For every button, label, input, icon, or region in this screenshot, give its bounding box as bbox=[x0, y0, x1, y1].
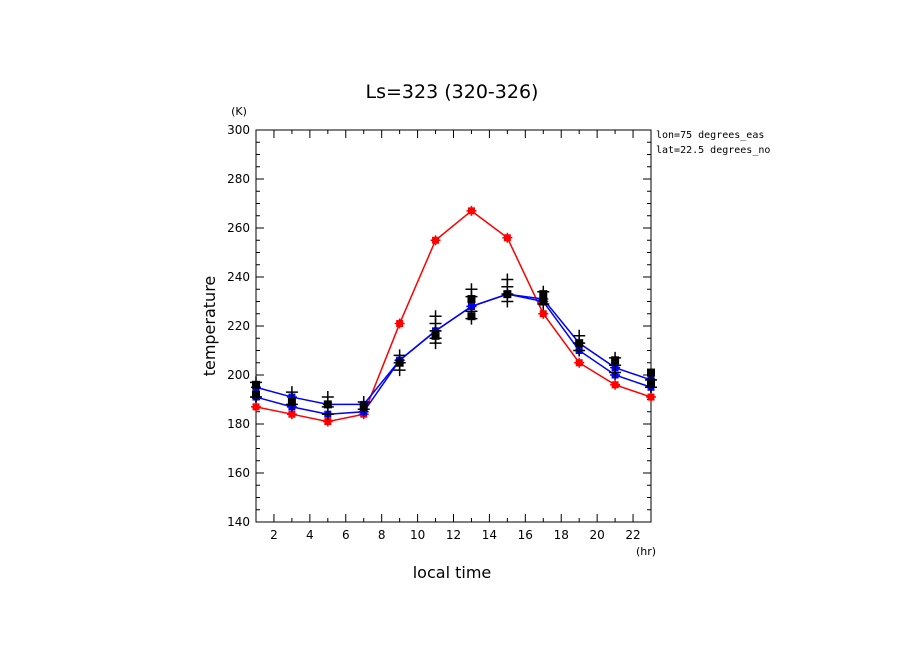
annotation-lat: lat=22.5 degrees_no bbox=[656, 145, 770, 156]
y-tick-label: 160 bbox=[227, 466, 250, 480]
x-tick-label: 20 bbox=[589, 528, 604, 542]
x-tick-label: 10 bbox=[410, 528, 425, 542]
y-tick-label: 240 bbox=[227, 270, 250, 284]
y-tick-label: 280 bbox=[227, 172, 250, 186]
series-point-cross-0 bbox=[251, 401, 261, 412]
plot-frame bbox=[255, 129, 652, 523]
series-point-cross-0 bbox=[502, 232, 513, 243]
y-tick-label: 180 bbox=[227, 417, 250, 431]
x-tick-label: 2 bbox=[270, 528, 278, 542]
x-tick-label: 22 bbox=[625, 528, 640, 542]
obs-cross bbox=[645, 381, 657, 394]
y-tick-label: 220 bbox=[227, 319, 250, 333]
obs-cross bbox=[285, 386, 298, 399]
series-point-cross-0 bbox=[538, 308, 549, 319]
y-tick-label: 260 bbox=[227, 221, 250, 235]
obs-cross bbox=[357, 403, 370, 416]
obs-cross bbox=[321, 408, 334, 421]
x-tick-label: 12 bbox=[446, 528, 461, 542]
obs-cross bbox=[537, 297, 550, 310]
x-tick-label: 4 bbox=[306, 528, 314, 542]
obs-cross bbox=[609, 366, 622, 379]
annotation-lon: lon=75 degrees_eas bbox=[656, 130, 764, 141]
x-axis-label: local time bbox=[413, 563, 492, 582]
chart-title: Ls=323 (320-326) bbox=[366, 81, 539, 103]
obs-cross bbox=[429, 337, 442, 350]
obs-cross bbox=[465, 312, 478, 325]
series-point-cross-0 bbox=[430, 235, 441, 246]
obs-cross bbox=[465, 290, 478, 303]
series-point-cross-0 bbox=[394, 318, 405, 329]
series-point-cross-0 bbox=[610, 379, 621, 390]
series-lines bbox=[251, 205, 656, 427]
series-point-cross-0 bbox=[646, 392, 656, 403]
obs-cross bbox=[250, 391, 262, 404]
obs-square bbox=[647, 368, 655, 377]
obs-cross bbox=[537, 285, 550, 298]
x-tick-label: 6 bbox=[342, 528, 350, 542]
obs-cross bbox=[285, 398, 298, 411]
x-unit-label: (hr) bbox=[636, 545, 656, 558]
x-tick-label: 8 bbox=[378, 528, 386, 542]
series-line-1 bbox=[255, 293, 652, 415]
y-axis-label: temperature bbox=[200, 276, 219, 377]
axes: 2 4 6 8 10 12 14 16 18 20 22 140 160 180 200 220 240 260 2… bbox=[227, 123, 652, 542]
y-tick-label: 200 bbox=[227, 368, 250, 382]
x-tick-label: 14 bbox=[482, 528, 497, 542]
x-tick-label: 18 bbox=[554, 528, 569, 542]
y-tick-label: 140 bbox=[227, 515, 250, 529]
obs-cross bbox=[501, 295, 514, 308]
scatter-markers bbox=[250, 273, 657, 421]
x-tick-label: 16 bbox=[518, 528, 533, 542]
series-line-0 bbox=[255, 209, 652, 423]
obs-cross bbox=[393, 364, 406, 377]
series-line-2 bbox=[255, 293, 652, 406]
y-unit-label: (K) bbox=[231, 105, 247, 118]
obs-cross bbox=[573, 344, 586, 357]
series-point-cross-0 bbox=[574, 357, 585, 368]
series-point-cross-0 bbox=[466, 205, 477, 216]
obs-cross bbox=[250, 376, 262, 389]
y-tick-label: 300 bbox=[227, 123, 250, 137]
